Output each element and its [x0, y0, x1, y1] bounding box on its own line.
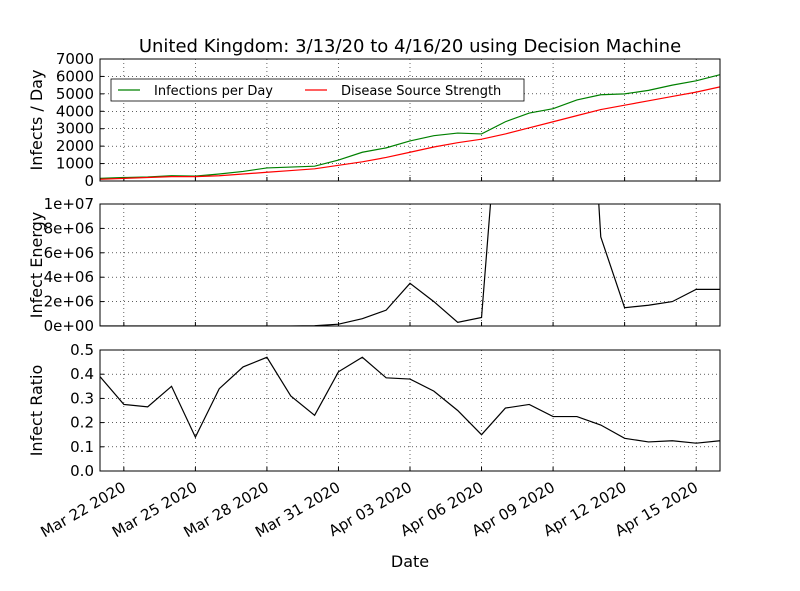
y-tick-label: 0.1 — [70, 438, 94, 456]
y-tick-label: 4000 — [56, 102, 94, 120]
y-tick-label: 6000 — [56, 67, 94, 85]
y-tick-label: 4e+06 — [44, 268, 94, 286]
y-tick-label: 1000 — [56, 155, 94, 173]
y-tick-label: 0.5 — [70, 341, 94, 359]
series-line — [99, 356, 721, 444]
y-tick-label: 0.2 — [70, 414, 94, 432]
y-tick-label: 2e+06 — [44, 293, 94, 311]
x-axis-label: Date — [391, 552, 429, 571]
legend-label: Infections per Day — [154, 84, 273, 99]
y-axis-label: Infect Ratio — [27, 365, 46, 457]
y-tick-label: 0.0 — [70, 462, 94, 480]
y-tick-label: 8e+06 — [44, 219, 94, 237]
series-line — [99, 74, 721, 179]
y-tick-label: 7000 — [56, 50, 94, 68]
y-axis-label: Infects / Day — [27, 70, 46, 171]
plot-frame — [99, 203, 721, 327]
plot-frame — [99, 349, 721, 472]
plot-frame — [99, 58, 721, 182]
y-tick-label: 1e+07 — [44, 195, 94, 213]
y-tick-label: 0.3 — [70, 389, 94, 407]
legend-label: Disease Source Strength — [341, 84, 501, 99]
y-axis-label: Infect Energy — [27, 212, 46, 319]
chart-title: United Kingdom: 3/13/20 to 4/16/20 using… — [139, 36, 681, 57]
series-line — [99, 86, 721, 180]
y-tick-label: 6e+06 — [44, 244, 94, 262]
y-tick-label: 0 — [84, 172, 94, 190]
y-tick-label: 0e+00 — [44, 317, 94, 335]
y-tick-label: 0.4 — [70, 365, 94, 383]
y-tick-label: 5000 — [56, 85, 94, 103]
series-line — [100, 204, 720, 326]
y-tick-label: 3000 — [56, 120, 94, 138]
y-tick-label: 2000 — [56, 137, 94, 155]
